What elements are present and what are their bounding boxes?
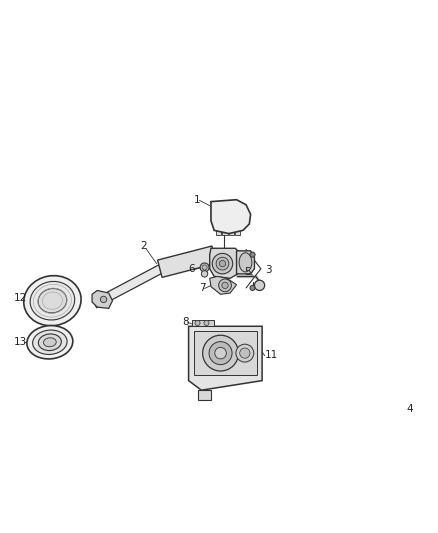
Circle shape	[250, 285, 255, 290]
Ellipse shape	[39, 334, 61, 351]
Polygon shape	[198, 390, 211, 400]
Polygon shape	[194, 332, 257, 376]
Text: 12: 12	[14, 293, 27, 303]
Text: 7: 7	[199, 283, 206, 293]
Circle shape	[200, 263, 209, 272]
Text: 4: 4	[406, 405, 413, 414]
Polygon shape	[189, 326, 262, 390]
Polygon shape	[92, 290, 113, 309]
Circle shape	[250, 252, 255, 257]
Polygon shape	[192, 320, 214, 326]
Polygon shape	[210, 277, 237, 294]
Text: 6: 6	[189, 264, 195, 274]
Circle shape	[100, 296, 107, 303]
Text: 1: 1	[194, 195, 200, 205]
Circle shape	[195, 320, 200, 326]
Polygon shape	[235, 230, 240, 236]
Ellipse shape	[38, 288, 67, 313]
Circle shape	[201, 271, 208, 277]
Ellipse shape	[239, 253, 252, 272]
Ellipse shape	[30, 281, 75, 320]
Circle shape	[219, 261, 226, 267]
Text: 11: 11	[265, 350, 279, 360]
Circle shape	[215, 348, 226, 359]
Polygon shape	[237, 251, 254, 274]
Polygon shape	[158, 246, 216, 277]
Polygon shape	[211, 200, 251, 233]
Polygon shape	[210, 248, 242, 278]
Circle shape	[202, 265, 207, 270]
Text: 13: 13	[14, 337, 27, 348]
Circle shape	[219, 279, 231, 292]
Circle shape	[212, 253, 233, 274]
Circle shape	[254, 280, 265, 290]
Circle shape	[236, 344, 254, 362]
Ellipse shape	[24, 276, 81, 326]
Text: 8: 8	[182, 317, 189, 327]
Circle shape	[203, 335, 238, 371]
Polygon shape	[216, 230, 221, 236]
Circle shape	[222, 282, 228, 288]
Circle shape	[204, 320, 209, 326]
Polygon shape	[223, 230, 228, 236]
Text: 5: 5	[244, 267, 251, 277]
Ellipse shape	[27, 326, 73, 359]
Circle shape	[216, 257, 229, 270]
Text: 3: 3	[265, 265, 272, 275]
Ellipse shape	[33, 330, 67, 354]
Text: 2: 2	[141, 241, 147, 252]
Ellipse shape	[43, 338, 56, 347]
Circle shape	[209, 342, 232, 365]
Polygon shape	[92, 265, 163, 308]
Polygon shape	[229, 230, 234, 236]
Circle shape	[240, 348, 250, 358]
